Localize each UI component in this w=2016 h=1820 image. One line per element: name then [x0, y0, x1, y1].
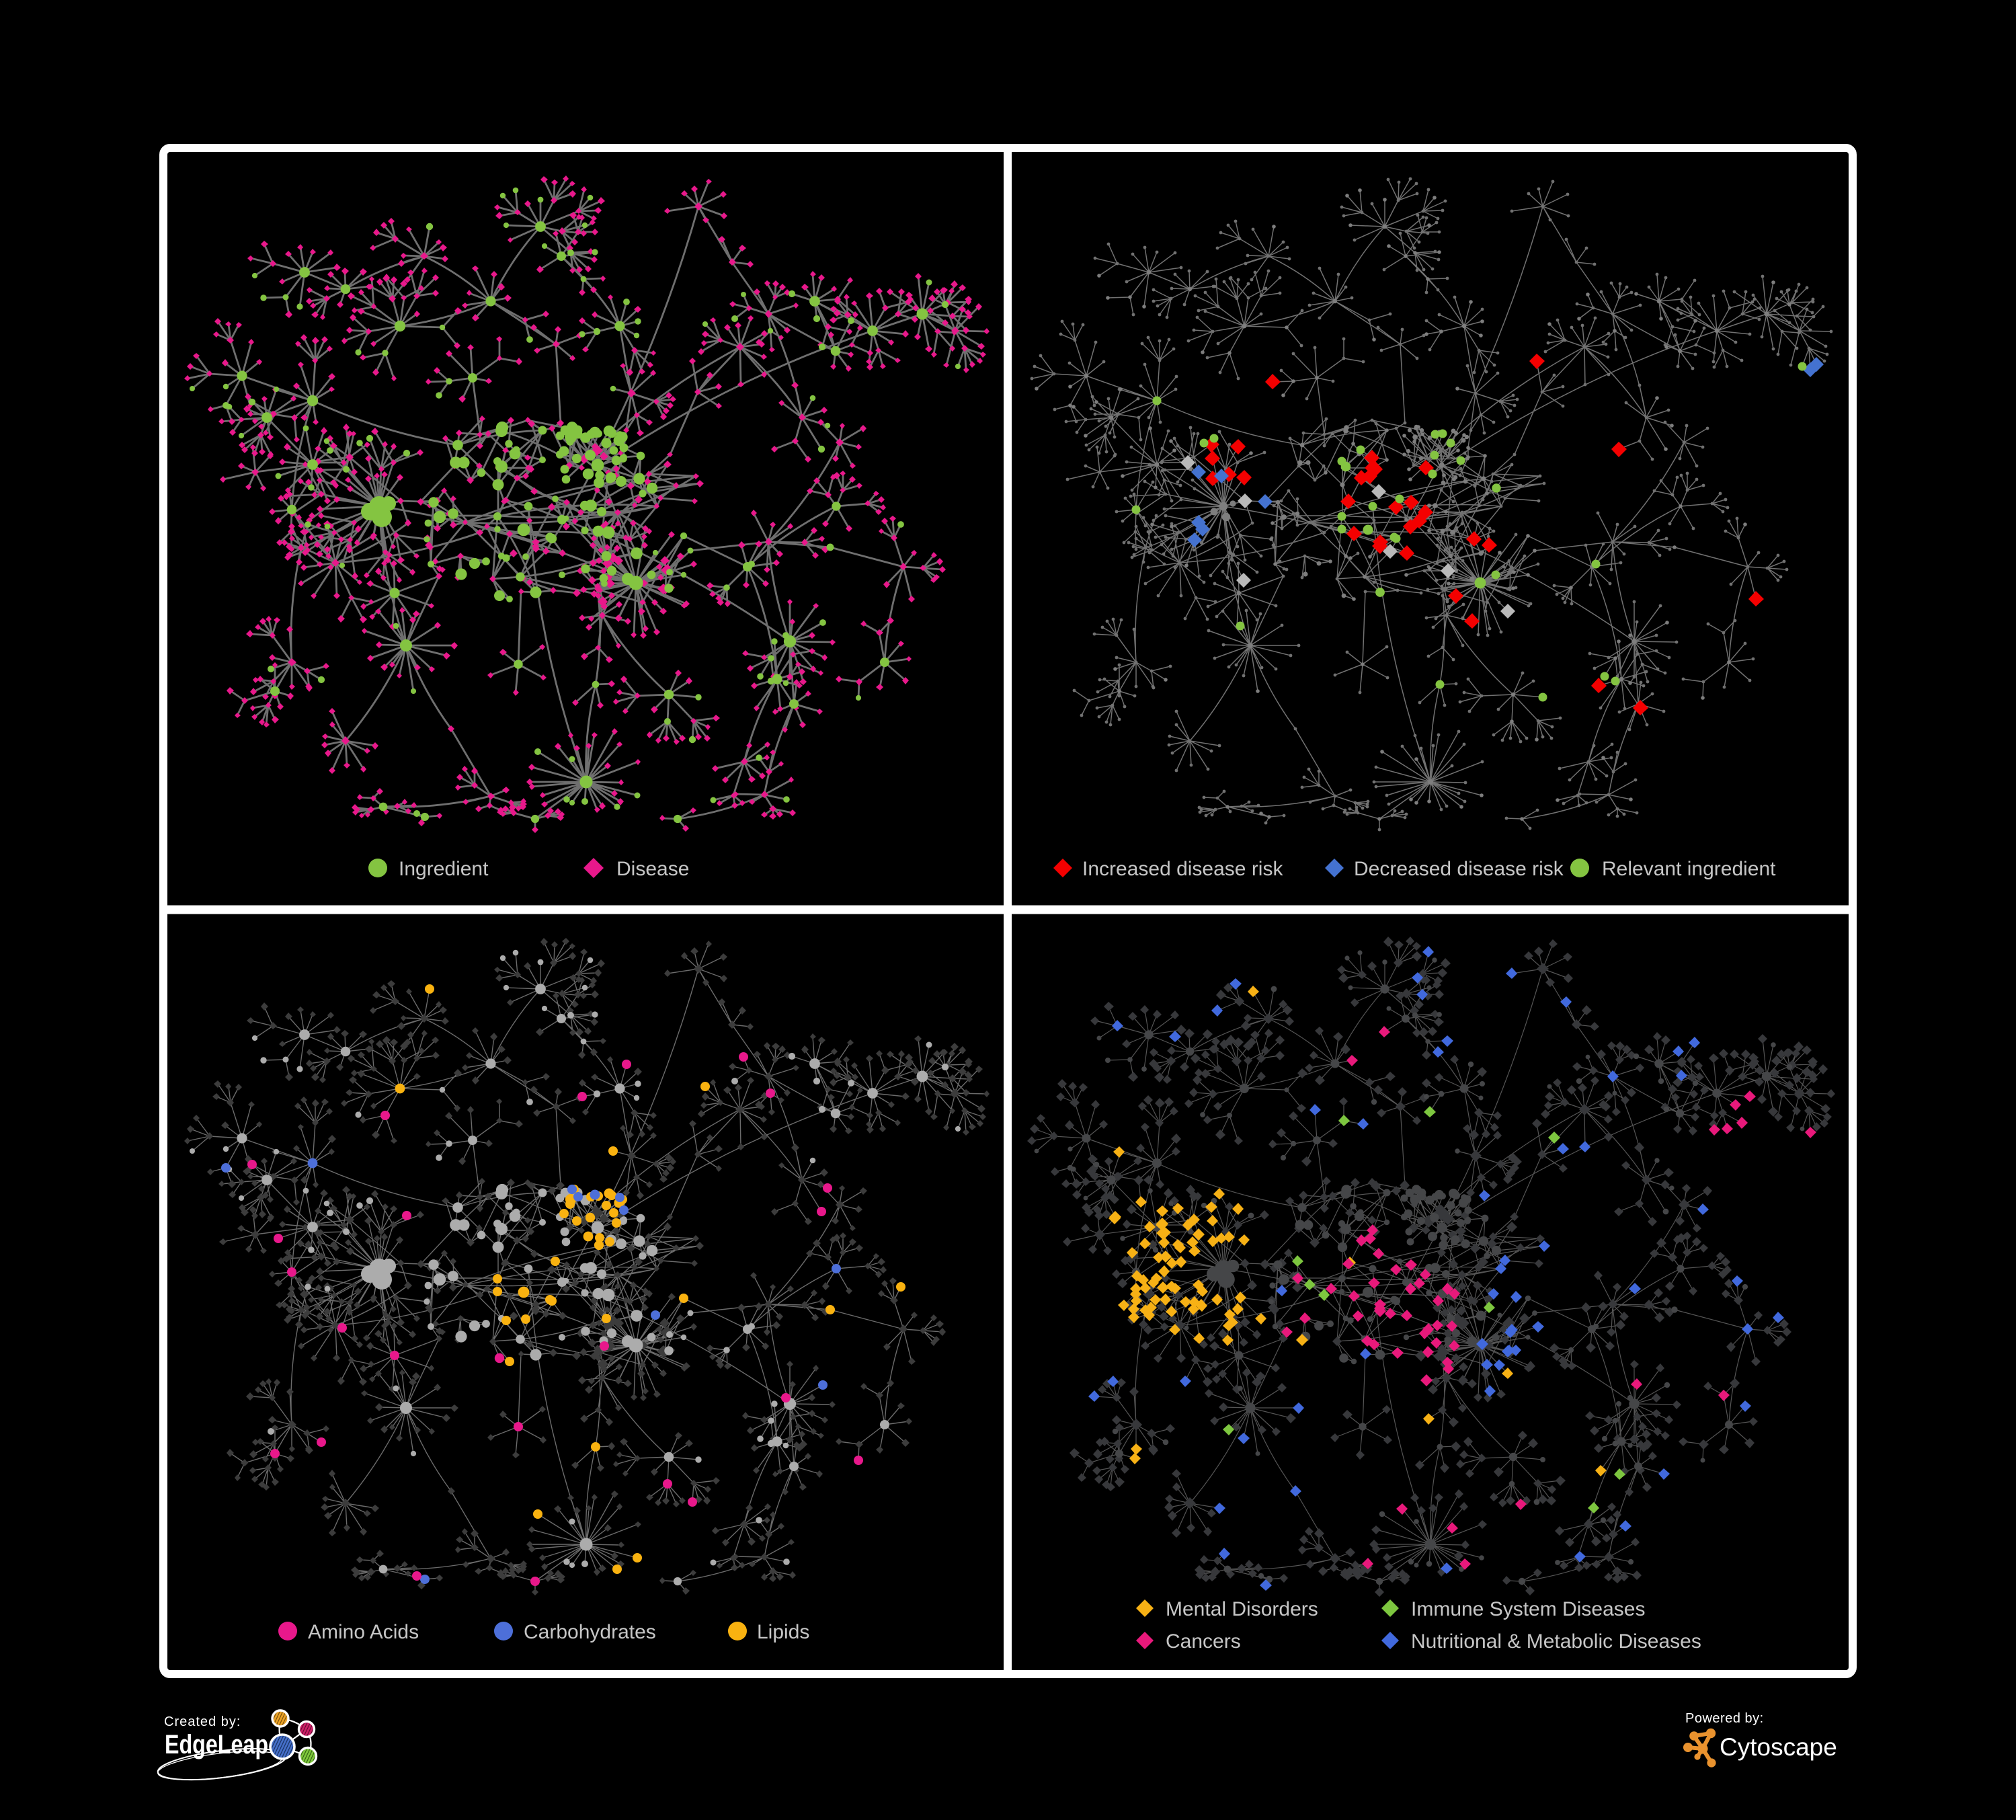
svg-text:Disease: Disease [616, 858, 689, 880]
svg-text:Created by:: Created by: [164, 1714, 241, 1729]
svg-text:Immune System Diseases: Immune System Diseases [1411, 1598, 1645, 1620]
svg-text:Powered by:: Powered by: [1685, 1711, 1764, 1726]
svg-text:Increased disease risk: Increased disease risk [1082, 858, 1283, 880]
svg-text:Nutritional & Metabolic Diseas: Nutritional & Metabolic Diseases [1411, 1630, 1701, 1653]
svg-text:Relevant ingredient: Relevant ingredient [1602, 858, 1776, 880]
svg-text:Cancers: Cancers [1166, 1630, 1241, 1653]
svg-text:Amino Acids: Amino Acids [308, 1621, 419, 1643]
svg-text:Mental Disorders: Mental Disorders [1166, 1598, 1318, 1620]
svg-text:Lipids: Lipids [757, 1621, 809, 1643]
svg-text:Ingredient: Ingredient [399, 858, 489, 880]
svg-text:Carbohydrates: Carbohydrates [524, 1621, 656, 1643]
svg-text:Cytoscape: Cytoscape [1720, 1733, 1837, 1761]
svg-text:Decreased disease risk: Decreased disease risk [1354, 858, 1564, 880]
svg-text:EdgeLeap: EdgeLeap [165, 1730, 268, 1759]
